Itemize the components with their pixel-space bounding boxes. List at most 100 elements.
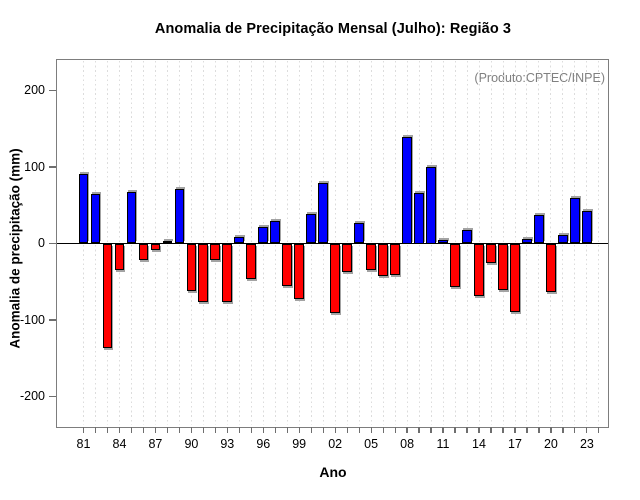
bar-18 bbox=[522, 238, 532, 244]
x-tick bbox=[358, 427, 360, 433]
x-tick-label: 20 bbox=[543, 437, 558, 451]
x-tick-label: 02 bbox=[328, 437, 343, 451]
x-tick bbox=[394, 427, 396, 433]
bar-82 bbox=[90, 193, 101, 244]
x-tick bbox=[214, 427, 216, 433]
y-tick bbox=[49, 395, 56, 398]
bar-11 bbox=[438, 240, 448, 244]
x-axis-title: Ano bbox=[319, 464, 347, 480]
bar-15 bbox=[486, 243, 496, 263]
bar-14 bbox=[474, 243, 484, 296]
x-tick bbox=[298, 427, 300, 433]
bar-88 bbox=[162, 241, 173, 244]
source-annotation: (Produto:CPTEC/INPE) bbox=[474, 71, 605, 85]
x-tick bbox=[202, 427, 204, 433]
x-tick bbox=[466, 427, 468, 433]
bar-94 bbox=[234, 237, 245, 244]
bar-95 bbox=[246, 243, 257, 279]
bar-07 bbox=[390, 243, 400, 275]
bar-16 bbox=[498, 243, 508, 291]
bar-19 bbox=[534, 215, 544, 244]
bar-81 bbox=[78, 173, 89, 244]
bar-84 bbox=[114, 243, 125, 270]
zero-line bbox=[57, 242, 608, 245]
bar-04 bbox=[354, 222, 365, 244]
x-tick bbox=[226, 427, 228, 433]
x-tick bbox=[490, 427, 492, 433]
y-tick bbox=[49, 89, 56, 92]
x-tick-label: 17 bbox=[508, 437, 522, 451]
y-tick-label: 100 bbox=[24, 159, 45, 174]
x-tick bbox=[430, 427, 432, 433]
bar-02 bbox=[330, 243, 341, 314]
x-tick bbox=[310, 427, 312, 433]
bar-92 bbox=[210, 243, 221, 261]
bar-23 bbox=[582, 211, 592, 244]
x-tick bbox=[190, 427, 192, 433]
bar-09 bbox=[414, 193, 424, 244]
bar-87 bbox=[150, 243, 161, 251]
bar-21 bbox=[558, 235, 568, 244]
x-tick-label: 87 bbox=[148, 437, 163, 451]
chart-title: Anomalia de Precipitação Mensal (Julho):… bbox=[154, 21, 512, 37]
bar-20 bbox=[546, 243, 556, 293]
x-tick bbox=[514, 427, 516, 433]
bar-05 bbox=[366, 243, 376, 270]
bar-96 bbox=[258, 226, 269, 244]
x-tick bbox=[322, 427, 324, 433]
y-tick-label: -200 bbox=[19, 388, 45, 403]
x-tick bbox=[334, 427, 336, 433]
x-tick bbox=[130, 427, 133, 433]
bar-06 bbox=[378, 243, 388, 276]
x-tick bbox=[166, 427, 168, 433]
x-tick bbox=[82, 427, 85, 433]
x-tick bbox=[118, 427, 121, 433]
x-tick-label: 93 bbox=[220, 437, 235, 451]
x-tick-label: 90 bbox=[184, 437, 199, 451]
bar-91 bbox=[198, 243, 209, 303]
bar-10 bbox=[426, 167, 436, 244]
bar-85 bbox=[126, 192, 137, 244]
bar-90 bbox=[186, 243, 197, 291]
x-tick-label: 96 bbox=[256, 437, 271, 451]
y-tick bbox=[49, 242, 56, 245]
bar-13 bbox=[462, 229, 472, 244]
x-tick bbox=[154, 427, 157, 433]
x-tick bbox=[418, 427, 420, 433]
x-tick-label: 05 bbox=[364, 437, 379, 451]
bar-93 bbox=[222, 243, 233, 302]
x-tick bbox=[346, 427, 348, 433]
bar-97 bbox=[270, 221, 281, 244]
x-tick-label: 81 bbox=[76, 437, 91, 451]
x-tick bbox=[370, 427, 372, 433]
x-tick bbox=[454, 427, 456, 433]
x-tick bbox=[598, 427, 600, 433]
bar-22 bbox=[570, 197, 580, 244]
x-tick-label: 23 bbox=[579, 437, 594, 451]
y-tick-label: -100 bbox=[19, 312, 45, 327]
bar-86 bbox=[138, 243, 149, 261]
bar-03 bbox=[342, 243, 353, 272]
bar-17 bbox=[510, 243, 520, 312]
x-tick bbox=[178, 427, 180, 433]
x-tick bbox=[94, 427, 97, 433]
y-tick bbox=[49, 319, 56, 321]
x-tick-label: 84 bbox=[112, 437, 127, 451]
y-tick-label: 200 bbox=[24, 83, 45, 98]
x-tick bbox=[574, 427, 576, 433]
y-tick-label: 0 bbox=[38, 236, 45, 250]
y-tick bbox=[49, 166, 56, 168]
x-tick bbox=[586, 427, 588, 433]
x-tick bbox=[442, 427, 444, 433]
x-tick bbox=[274, 427, 276, 433]
x-tick bbox=[250, 427, 252, 433]
x-tick bbox=[550, 427, 552, 433]
x-tick-label: 99 bbox=[292, 437, 307, 451]
x-tick bbox=[238, 427, 240, 433]
x-tick bbox=[286, 427, 288, 433]
x-tick bbox=[106, 427, 109, 433]
x-tick bbox=[142, 427, 145, 433]
plot-area bbox=[56, 59, 609, 428]
x-tick-label: 08 bbox=[400, 437, 415, 451]
